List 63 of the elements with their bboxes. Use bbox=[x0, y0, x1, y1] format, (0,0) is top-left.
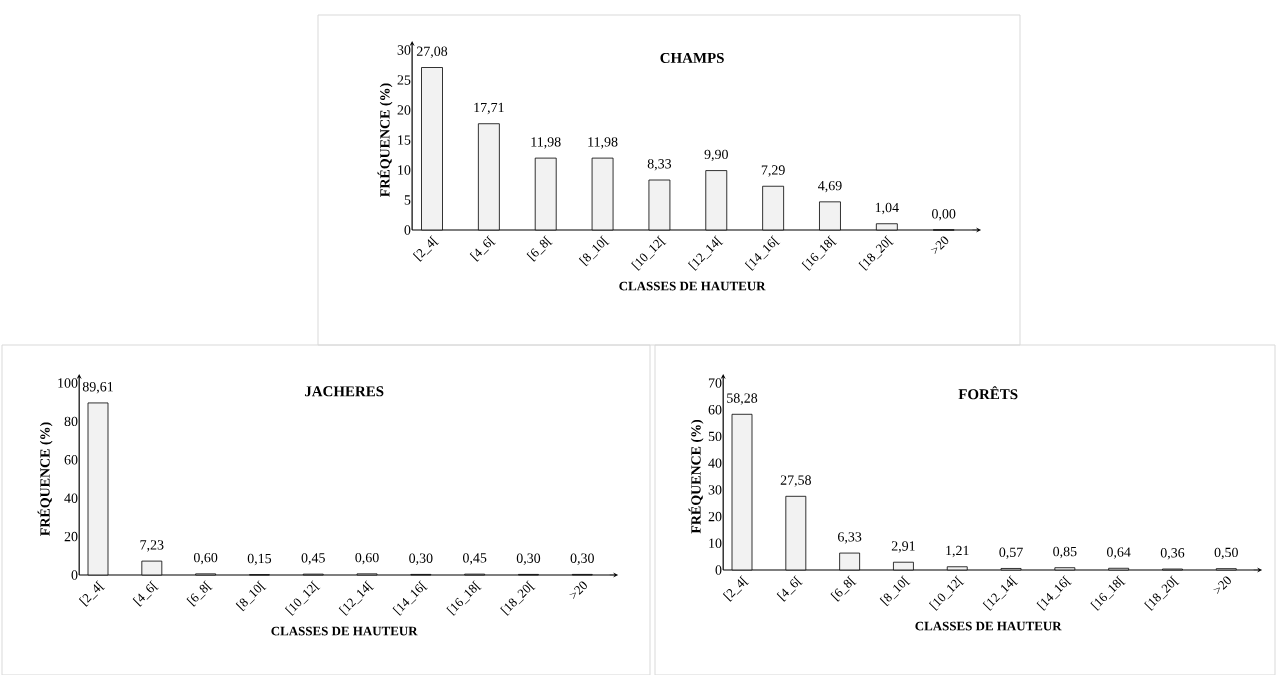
y-tick-label: 10 bbox=[709, 538, 722, 548]
y-tick-label: 10 bbox=[398, 165, 411, 175]
y-tick-label: 20 bbox=[397, 105, 411, 115]
data-label: 0,57 bbox=[999, 547, 1023, 559]
x-axis-title: CLASSES DE HAUTEUR bbox=[271, 626, 418, 636]
data-label: 0,50 bbox=[1214, 547, 1238, 560]
data-label: 11,98 bbox=[531, 137, 561, 149]
data-label: 2,91 bbox=[891, 541, 915, 553]
data-label: 11,98 bbox=[588, 137, 618, 149]
y-tick-label: 30 bbox=[397, 45, 411, 55]
y-tick-label: 25 bbox=[397, 75, 411, 85]
data-label: 7,23 bbox=[140, 540, 164, 552]
chart-title: FORÊTS bbox=[958, 386, 1018, 400]
data-label: 1,21 bbox=[946, 545, 969, 558]
y-tick-label: 20 bbox=[64, 531, 78, 542]
y-tick-label: 30 bbox=[708, 485, 722, 495]
y-tick-label: 20 bbox=[708, 511, 722, 522]
x-tick-label: >20 bbox=[930, 236, 949, 255]
x-tick-label: >20 bbox=[569, 581, 587, 600]
x-axis-title: CLASSES DE HAUTEUR bbox=[915, 621, 1062, 631]
data-label: 27,08 bbox=[416, 46, 448, 58]
data-label: 0,45 bbox=[462, 553, 487, 565]
data-label: 89,61 bbox=[82, 381, 113, 394]
data-label: 7,29 bbox=[761, 165, 785, 177]
chart-title: JACHERES bbox=[304, 386, 384, 397]
y-tick-label: 5 bbox=[404, 195, 411, 205]
y-tick-label: 60 bbox=[64, 455, 78, 465]
data-label: 0,85 bbox=[1053, 546, 1077, 559]
data-label: 0,45 bbox=[301, 553, 325, 565]
y-tick-label: 0 bbox=[715, 565, 722, 575]
data-label: 0,60 bbox=[193, 552, 218, 565]
data-label: 4,69 bbox=[818, 180, 842, 193]
y-tick-label: 80 bbox=[64, 416, 78, 427]
chart-title: CHAMPS bbox=[660, 52, 724, 63]
y-tick-label: 60 bbox=[708, 404, 722, 415]
y-axis-title: FRÉQUENCE (%) bbox=[37, 422, 53, 536]
data-label: 0,30 bbox=[570, 553, 594, 565]
y-axis-title: FRÉQUENCE (%) bbox=[688, 419, 704, 534]
data-label: 8,33 bbox=[647, 159, 672, 171]
y-tick-label: 15 bbox=[398, 135, 411, 145]
data-label: 0,36 bbox=[1160, 548, 1185, 560]
data-label: 1,04 bbox=[875, 202, 899, 215]
data-label: 0,15 bbox=[247, 553, 272, 566]
y-tick-label: 100 bbox=[58, 378, 78, 388]
data-label: 0,64 bbox=[1106, 547, 1131, 559]
data-label: 6,33 bbox=[838, 532, 862, 544]
y-tick-label: 40 bbox=[64, 493, 78, 503]
y-tick-label: 0 bbox=[404, 225, 411, 235]
data-label: 0,30 bbox=[516, 553, 541, 565]
data-label: 0,30 bbox=[409, 553, 433, 565]
y-tick-label: 50 bbox=[708, 431, 722, 442]
x-axis-title: CLASSES DE HAUTEUR bbox=[619, 281, 766, 291]
data-label: 9,90 bbox=[704, 149, 728, 162]
x-tick-label: >20 bbox=[1213, 576, 1231, 595]
data-label: 0,00 bbox=[932, 209, 956, 221]
y-axis-title: FRÉQUENCE (%) bbox=[377, 83, 393, 197]
data-label: 17,71 bbox=[474, 102, 504, 115]
data-label: 58,28 bbox=[727, 393, 758, 405]
y-tick-label: 70 bbox=[708, 378, 722, 388]
data-label: 27,58 bbox=[780, 475, 811, 487]
y-tick-label: 40 bbox=[708, 458, 722, 468]
data-label: 0,60 bbox=[355, 552, 379, 565]
y-tick-label: 0 bbox=[71, 570, 78, 580]
